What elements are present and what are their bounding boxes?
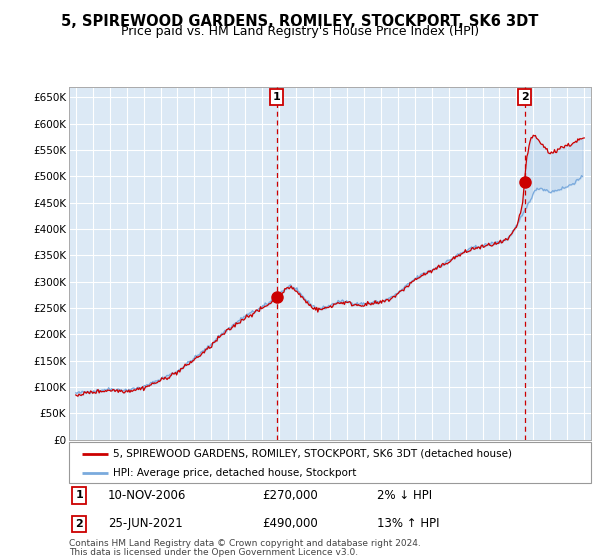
Text: 25-JUN-2021: 25-JUN-2021 [108, 517, 183, 530]
Text: 1: 1 [75, 491, 83, 501]
Text: 5, SPIREWOOD GARDENS, ROMILEY, STOCKPORT, SK6 3DT: 5, SPIREWOOD GARDENS, ROMILEY, STOCKPORT… [61, 14, 539, 29]
Text: Price paid vs. HM Land Registry's House Price Index (HPI): Price paid vs. HM Land Registry's House … [121, 25, 479, 38]
Text: 13% ↑ HPI: 13% ↑ HPI [377, 517, 439, 530]
Text: Contains HM Land Registry data © Crown copyright and database right 2024.: Contains HM Land Registry data © Crown c… [69, 539, 421, 548]
FancyBboxPatch shape [69, 442, 591, 483]
Text: HPI: Average price, detached house, Stockport: HPI: Average price, detached house, Stoc… [113, 468, 357, 478]
Text: 2: 2 [521, 92, 529, 102]
Text: £270,000: £270,000 [262, 489, 318, 502]
Text: 2: 2 [75, 519, 83, 529]
Text: 1: 1 [273, 92, 281, 102]
Text: 10-NOV-2006: 10-NOV-2006 [108, 489, 187, 502]
Text: 5, SPIREWOOD GARDENS, ROMILEY, STOCKPORT, SK6 3DT (detached house): 5, SPIREWOOD GARDENS, ROMILEY, STOCKPORT… [113, 449, 512, 459]
Text: 2% ↓ HPI: 2% ↓ HPI [377, 489, 432, 502]
Text: This data is licensed under the Open Government Licence v3.0.: This data is licensed under the Open Gov… [69, 548, 358, 557]
Text: £490,000: £490,000 [262, 517, 318, 530]
